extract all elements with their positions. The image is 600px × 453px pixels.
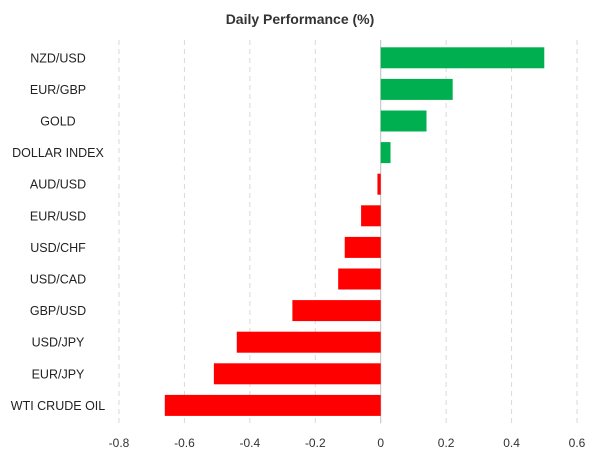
- bar-aud-usd: [377, 173, 381, 195]
- bar-eur-jpy: [213, 363, 381, 385]
- x-tick-label: 0: [377, 436, 384, 450]
- x-tick-label: -0.8: [109, 436, 130, 450]
- category-label: USD/CHF: [30, 241, 86, 255]
- category-label: EUR/GBP: [30, 83, 86, 97]
- bar-wti-crude-oil: [164, 394, 381, 416]
- gridlines: [118, 40, 578, 424]
- bar-nzd-usd: [380, 47, 545, 69]
- category-label: EUR/JPY: [32, 367, 85, 381]
- x-tick-label: -0.6: [174, 436, 195, 450]
- category-label: USD/JPY: [32, 336, 85, 350]
- bar-gold: [380, 110, 427, 132]
- bar-usd-jpy: [236, 331, 381, 353]
- chart-title: Daily Performance (%): [226, 11, 375, 27]
- bar-dollar-index: [380, 142, 391, 164]
- category-label: DOLLAR INDEX: [12, 146, 104, 160]
- category-label: AUD/USD: [30, 178, 86, 192]
- bars: [164, 47, 545, 416]
- bar-eur-gbp: [380, 78, 453, 100]
- category-labels: NZD/USD EUR/GBP GOLD DOLLAR INDEX AUD/USD EUR…: [11, 51, 105, 413]
- category-label: EUR/USD: [30, 209, 86, 223]
- bar-gbp-usd: [292, 300, 381, 322]
- category-label: WTI CRUDE OIL: [11, 399, 105, 413]
- bar-usd-chf: [344, 236, 381, 258]
- bar-usd-cad: [338, 268, 381, 290]
- x-tick-label: -0.4: [240, 436, 261, 450]
- x-tick-labels: -0.8 -0.6 -0.4 -0.2 0 0.2 0.4 0.6: [109, 436, 586, 450]
- category-label: USD/CAD: [30, 273, 86, 287]
- x-tick-label: 0.4: [503, 436, 520, 450]
- bar-eur-usd: [361, 205, 381, 227]
- category-label: NZD/USD: [30, 51, 86, 65]
- x-tick-label: 0.6: [569, 436, 586, 450]
- category-label: GOLD: [40, 115, 75, 129]
- x-tick-label: 0.2: [438, 436, 455, 450]
- x-tick-label: -0.2: [305, 436, 326, 450]
- category-label: GBP/USD: [30, 304, 86, 318]
